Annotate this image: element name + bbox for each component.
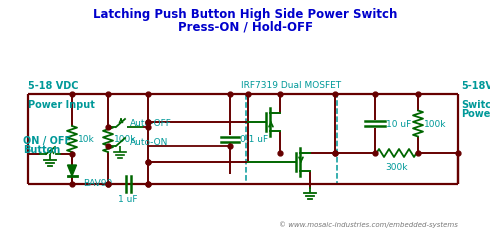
Text: 100k: 100k	[114, 135, 137, 144]
Text: 10 uF: 10 uF	[386, 119, 411, 128]
Text: 300k: 300k	[385, 162, 408, 171]
Text: Press-ON / Hold-OFF: Press-ON / Hold-OFF	[177, 20, 313, 33]
Text: BAV99: BAV99	[83, 178, 112, 187]
Text: 0.1 uF: 0.1 uF	[240, 135, 268, 144]
Text: Auto-ON: Auto-ON	[130, 138, 169, 147]
Text: 5-18V: 5-18V	[461, 81, 490, 91]
Text: IRF7319 Dual MOSFET: IRF7319 Dual MOSFET	[242, 81, 342, 90]
Text: 100k: 100k	[424, 119, 446, 128]
Text: Power Input: Power Input	[28, 100, 95, 109]
Text: Switched: Switched	[461, 100, 490, 109]
Text: 1 uF: 1 uF	[118, 194, 138, 203]
Bar	[246, 94, 337, 184]
Text: 10k: 10k	[78, 135, 95, 144]
Text: Auto-OFF: Auto-OFF	[130, 119, 172, 128]
Text: Latching Push Button High Side Power Switch: Latching Push Button High Side Power Swi…	[93, 8, 397, 21]
Text: Button: Button	[23, 144, 60, 154]
Text: 5-18 VDC: 5-18 VDC	[28, 81, 78, 91]
Text: ON / OFF: ON / OFF	[23, 135, 71, 145]
Text: Power: Power	[461, 109, 490, 119]
Text: © www.mosaic-industries.com/embedded-systems: © www.mosaic-industries.com/embedded-sys…	[279, 220, 458, 227]
Polygon shape	[68, 165, 76, 176]
